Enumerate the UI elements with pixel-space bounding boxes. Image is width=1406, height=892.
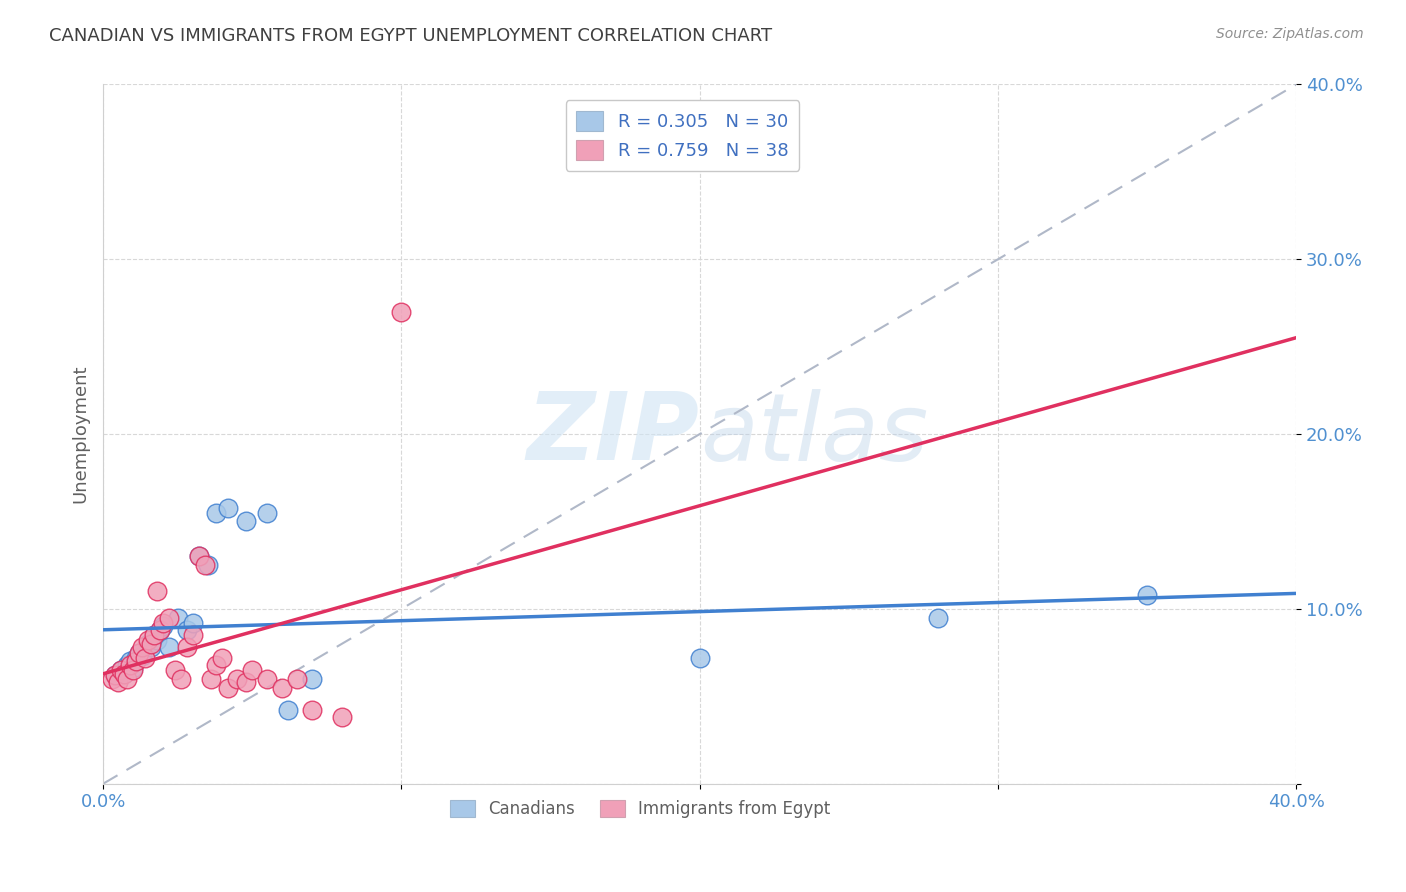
Point [193,558,215,573]
Point [235,515,257,529]
Point [115,672,138,686]
Point [927,610,949,624]
Point [152,615,174,630]
Legend: Canadians, Immigrants from Egypt: Canadians, Immigrants from Egypt [443,793,837,824]
Point [217,500,239,515]
Point [181,615,204,630]
Point [163,663,186,677]
Point [301,703,323,717]
Point [115,657,138,672]
Point [170,672,193,686]
Point [256,506,278,520]
Y-axis label: Unemployment: Unemployment [72,365,89,503]
Point [157,610,180,624]
Point [136,637,159,651]
Point [205,506,228,520]
Point [166,610,188,624]
Point [240,663,263,677]
Point [131,649,153,664]
Point [146,633,169,648]
Point [122,663,145,677]
Point [110,663,132,677]
Text: atlas: atlas [700,389,928,480]
Point [118,654,141,668]
Point [200,672,222,686]
Point [1136,588,1159,602]
Point [149,623,172,637]
Point [330,710,353,724]
Point [146,584,169,599]
Point [391,304,413,318]
Point [112,666,135,681]
Point [211,651,233,665]
Point [139,640,162,655]
Point [107,675,129,690]
Point [125,654,148,668]
Point [104,668,127,682]
Point [157,640,180,655]
Point [128,646,150,660]
Point [301,672,323,686]
Point [176,640,198,655]
Point [142,628,165,642]
Point [277,703,299,717]
Point [139,637,162,651]
Point [197,558,219,573]
Point [118,657,141,672]
Text: ZIP: ZIP [527,388,700,480]
Point [187,549,209,564]
Point [285,672,308,686]
Point [112,666,135,681]
Point [128,646,150,660]
Point [101,672,124,686]
Point [104,668,127,682]
Point [271,681,294,695]
Point [256,672,278,686]
Text: CANADIAN VS IMMIGRANTS FROM EGYPT UNEMPLOYMENT CORRELATION CHART: CANADIAN VS IMMIGRANTS FROM EGYPT UNEMPL… [49,27,772,45]
Point [226,672,249,686]
Point [122,661,145,675]
Point [125,651,148,665]
Point [152,619,174,633]
Point [187,549,209,564]
Point [235,675,257,690]
Point [136,633,159,648]
Point [217,681,239,695]
Point [131,640,153,655]
Point [149,623,172,637]
Point [134,651,156,665]
Point [181,628,204,642]
Text: Source: ZipAtlas.com: Source: ZipAtlas.com [1216,27,1364,41]
Point [176,623,198,637]
Point [205,657,228,672]
Point [142,628,165,642]
Point [110,663,132,677]
Point [689,651,711,665]
